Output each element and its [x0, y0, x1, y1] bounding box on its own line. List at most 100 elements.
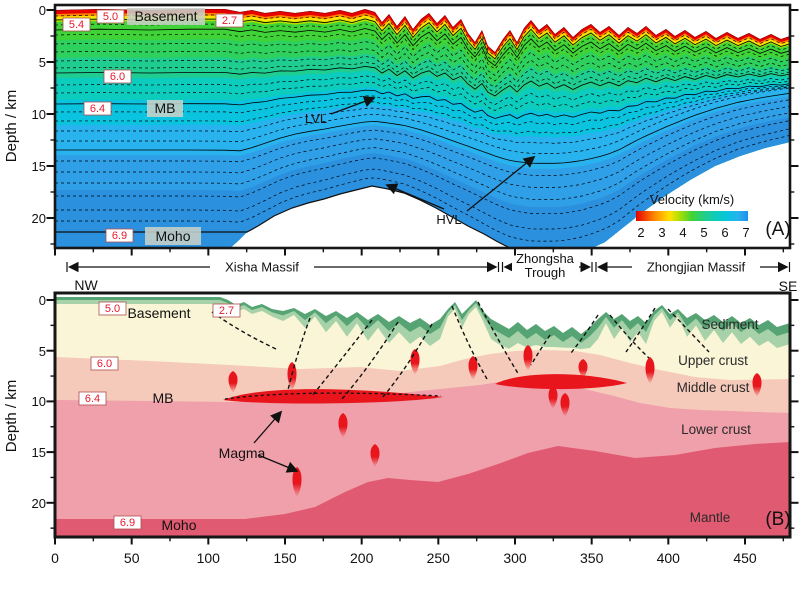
contour-dashed	[55, 112, 790, 200]
basement-label-b: Basement	[127, 305, 190, 321]
fault-line	[477, 301, 520, 376]
y-axis-title-a: Depth / km	[3, 90, 20, 163]
x-tick: 50	[124, 550, 140, 566]
x-tick: 300	[503, 550, 527, 566]
magma-droplet	[287, 362, 297, 391]
seafloor-line	[55, 9, 790, 53]
y-axis-title-b: Depth / km	[3, 380, 20, 453]
lvl-arrow	[330, 95, 376, 115]
magma-droplet	[292, 467, 302, 497]
contour-label-5.0: 5.0	[96, 9, 125, 24]
velocity-band	[55, 116, 790, 248]
svg-text:2.7: 2.7	[219, 305, 234, 317]
fault-dashed-lines	[211, 301, 710, 400]
region-xisha: Xisha Massif	[225, 260, 299, 275]
region-header: Xisha Massif Zhongsha Trough Zhongjian M…	[66, 251, 797, 294]
x-tick: 450	[733, 550, 757, 566]
contour-dashed	[55, 56, 790, 88]
magma-arrow-down	[257, 454, 299, 473]
label-mask	[210, 258, 314, 275]
svg-text:6.9: 6.9	[120, 517, 135, 529]
legend-title: Velocity (km/s)	[650, 192, 735, 207]
fault-line	[609, 314, 650, 359]
y-tick-a: 15	[32, 159, 46, 174]
moho-label-a: Moho	[145, 227, 201, 245]
legend-colorbar	[636, 211, 748, 221]
fault-line	[211, 311, 277, 350]
magma-label: Magma	[219, 445, 266, 461]
panel-a-tag: (A)	[765, 219, 790, 240]
mb-label-b: MB	[153, 390, 174, 406]
svg-text:6.0: 6.0	[97, 358, 112, 370]
label-mask	[632, 258, 760, 275]
middle-crust-label: Middle crust	[677, 380, 750, 395]
contour-label-6.0-b: 6.0	[90, 356, 119, 371]
contour-dashed	[55, 61, 790, 93]
magma-droplet	[370, 444, 380, 467]
label-mask	[512, 252, 579, 281]
panel-a: 5.0 2.7 5.4 6.0 6.4 6.9 Basement MB Moho…	[3, 3, 792, 250]
region-zhongjian: Zhongjian Massif	[647, 260, 746, 275]
panel-b-frame	[53, 291, 792, 539]
velocity-legend: Velocity (km/s) 2 3 4 5 6 7	[636, 192, 750, 240]
legend-tick: 6	[721, 225, 728, 240]
basement-label-a: Basement	[127, 8, 205, 25]
legend-tick: 7	[742, 225, 749, 240]
legend-tick: 2	[637, 225, 644, 240]
contour-solid	[55, 18, 790, 60]
mantle-layer	[55, 442, 790, 537]
x-axis: 0 50 100 150 200 250 300 350 400 450	[51, 550, 757, 566]
contour-dashed	[55, 48, 790, 82]
svg-text:2.7: 2.7	[222, 15, 237, 27]
x-tick: 0	[51, 550, 59, 566]
magma-droplet	[228, 371, 238, 393]
x-tick: 150	[273, 550, 297, 566]
fault-line	[530, 334, 551, 366]
contour-label-6.4-b: 6.4	[78, 391, 107, 406]
fault-line	[381, 323, 433, 399]
fault-line	[287, 317, 311, 391]
fault-line	[570, 314, 599, 354]
fault-line	[341, 321, 399, 400]
y-tick-b: 15	[32, 445, 46, 460]
contour-dashed	[55, 120, 790, 215]
contour-label-6.9: 6.9	[105, 228, 134, 243]
fault-line	[311, 319, 373, 397]
contour-label-2.7: 2.7	[215, 13, 244, 28]
contour-label-2.7-b: 2.7	[212, 303, 241, 318]
y-tick-a: 5	[39, 55, 46, 70]
contour-dashed	[55, 86, 790, 144]
region-zhongsha-1: Zhongsha	[516, 251, 575, 266]
mantle-label: Mantle	[690, 510, 731, 525]
velocity-field	[55, 9, 790, 248]
contour-dashed	[55, 128, 790, 230]
contour-dashed	[55, 105, 790, 188]
x-tick: 400	[657, 550, 681, 566]
y-tick-a: 10	[32, 107, 46, 122]
y-tick-b: 5	[39, 344, 46, 359]
contour-solid	[55, 28, 790, 67]
y-tick-a: 20	[32, 211, 46, 226]
contour-label-6.9-b: 6.9	[113, 515, 142, 530]
contour-label-5.4: 5.4	[62, 17, 91, 32]
y-tick-a: 0	[39, 3, 46, 18]
hvl-label: HVL	[436, 212, 461, 227]
hvl-arrow-right	[466, 155, 536, 212]
magma-droplet	[468, 356, 478, 380]
legend-tick: 3	[658, 225, 665, 240]
svg-text:Moho: Moho	[155, 228, 190, 244]
legend-tick: 4	[679, 225, 686, 240]
x-tick: 100	[197, 550, 221, 566]
panel-a-frame	[53, 3, 792, 250]
x-tick: 250	[427, 550, 451, 566]
svg-text:5.4: 5.4	[69, 19, 84, 31]
upper-crust-label: Upper crust	[678, 353, 748, 368]
hvl-arrow-left	[385, 183, 445, 210]
magma-droplet	[752, 373, 762, 397]
lvl-label: LVL	[305, 111, 327, 126]
contour-dashed	[55, 87, 790, 154]
magma-droplet	[548, 386, 558, 409]
y-tick-b: 0	[39, 293, 46, 308]
contour-dashed	[55, 99, 790, 176]
